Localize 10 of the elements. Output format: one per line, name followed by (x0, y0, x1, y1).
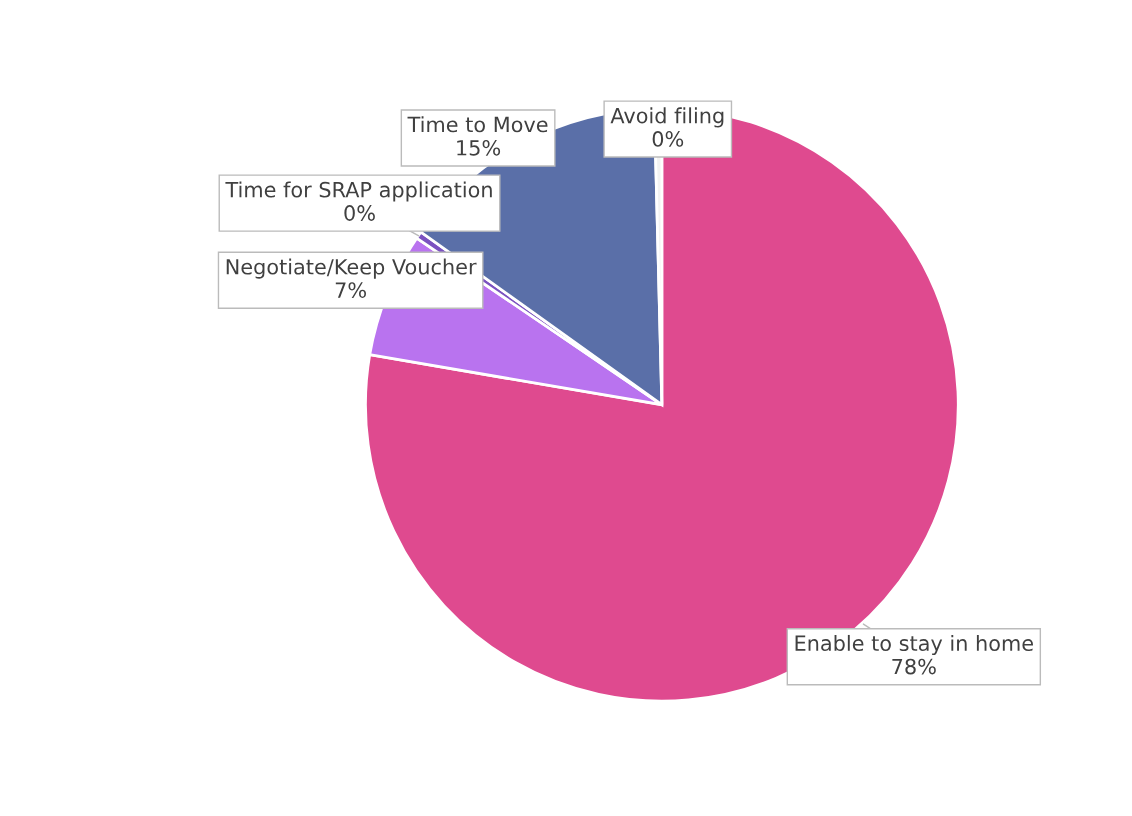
data-label: 78% (892, 658, 936, 675)
data-label: 0% (652, 131, 684, 147)
data-label: 7% (335, 282, 366, 298)
slice-label: Time to Move (407, 116, 548, 133)
data-label: 15% (457, 139, 501, 156)
slice-label: Avoid filing (610, 107, 724, 128)
slice-label: Time for SRAP application (225, 181, 492, 202)
slice-label: Enable to stay in home (795, 634, 1033, 656)
data-label: 0% (344, 205, 375, 221)
slice-label: Negotiate/Keep Voucher (226, 258, 477, 279)
